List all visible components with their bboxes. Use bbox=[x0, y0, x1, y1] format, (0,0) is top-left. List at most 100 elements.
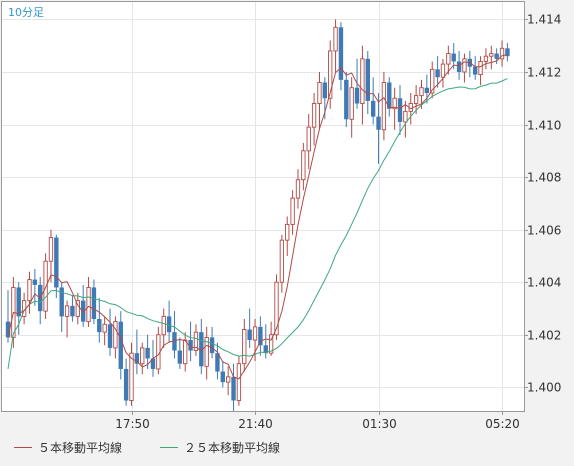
candle-body bbox=[376, 116, 381, 130]
x-axis: 17:50 21:40 01:30 05:20 bbox=[115, 411, 520, 431]
candle-body bbox=[113, 321, 118, 349]
candle-body bbox=[295, 179, 301, 199]
candle-body bbox=[354, 87, 360, 104]
candle bbox=[505, 43, 510, 62]
candle bbox=[140, 342, 145, 375]
candle-body bbox=[86, 287, 91, 323]
candle-body bbox=[64, 305, 70, 317]
candle bbox=[172, 311, 177, 359]
candle-body bbox=[80, 300, 86, 322]
y-tick-label: 1.408 bbox=[527, 171, 561, 185]
candle-body bbox=[403, 110, 408, 123]
candle bbox=[193, 324, 199, 356]
candle bbox=[32, 269, 38, 306]
candle bbox=[70, 295, 75, 322]
candle bbox=[123, 358, 129, 406]
candle-body bbox=[145, 347, 150, 359]
candle-body bbox=[333, 26, 338, 52]
candle-body bbox=[397, 98, 403, 122]
legend-item: ２５本移動平均線 bbox=[160, 440, 280, 455]
candle bbox=[494, 48, 499, 65]
candle-body bbox=[258, 326, 263, 346]
candle bbox=[80, 284, 86, 327]
candle bbox=[27, 271, 32, 314]
candle-body bbox=[419, 87, 424, 97]
candle-body bbox=[172, 332, 177, 351]
candle bbox=[102, 316, 107, 346]
candle-body bbox=[328, 50, 333, 99]
candle-body bbox=[387, 82, 392, 109]
candle-body bbox=[349, 87, 354, 120]
candle-body bbox=[462, 58, 467, 73]
candle bbox=[392, 87, 397, 130]
candle bbox=[209, 326, 215, 359]
candle bbox=[166, 300, 172, 343]
candle bbox=[381, 71, 387, 141]
candle-body bbox=[446, 53, 451, 65]
candle-body bbox=[317, 82, 322, 104]
candle bbox=[435, 56, 440, 88]
plot-area bbox=[1, 1, 525, 412]
legend-item: ５本移動平均線 bbox=[14, 440, 122, 455]
candle-body bbox=[215, 353, 220, 372]
y-tick-label: 1.400 bbox=[527, 381, 561, 395]
candle bbox=[199, 319, 204, 375]
candle-body bbox=[107, 324, 113, 348]
candle-body bbox=[489, 53, 494, 57]
candle-body bbox=[301, 150, 306, 181]
candle-body bbox=[193, 331, 199, 352]
candle bbox=[134, 329, 140, 375]
candle-body bbox=[231, 376, 236, 401]
candle bbox=[268, 321, 274, 356]
y-tick-label: 1.404 bbox=[527, 276, 561, 290]
candle bbox=[499, 40, 505, 67]
candle-body bbox=[381, 82, 387, 131]
candle bbox=[462, 53, 467, 83]
candle-body bbox=[134, 353, 140, 364]
candle-body bbox=[483, 55, 489, 62]
candle bbox=[472, 56, 478, 80]
candle-body bbox=[360, 58, 365, 104]
candle-body bbox=[75, 300, 80, 317]
legend: ５本移動平均線 ２５本移動平均線 bbox=[14, 440, 280, 455]
legend-label: ２５本移動平均線 bbox=[184, 440, 280, 455]
candle-body bbox=[97, 319, 102, 333]
candle bbox=[236, 355, 242, 406]
candle bbox=[215, 342, 220, 380]
candle-body bbox=[424, 87, 430, 93]
candle-body bbox=[123, 368, 129, 401]
candle-body bbox=[140, 347, 145, 365]
candle bbox=[161, 308, 166, 348]
candle bbox=[349, 77, 354, 138]
candle-body bbox=[274, 281, 279, 336]
candle-body bbox=[43, 260, 48, 312]
candle-body bbox=[102, 323, 107, 333]
y-tick-label: 1.414 bbox=[527, 13, 561, 27]
candle-body bbox=[268, 334, 274, 354]
candle bbox=[183, 332, 188, 372]
candle bbox=[301, 142, 306, 191]
candle bbox=[48, 229, 54, 283]
candle bbox=[43, 253, 48, 320]
candle-body bbox=[279, 239, 285, 283]
candle-body bbox=[199, 332, 204, 367]
candle-body bbox=[456, 61, 462, 72]
y-tick-label: 1.402 bbox=[527, 329, 561, 343]
candle bbox=[365, 50, 370, 115]
candle bbox=[387, 77, 392, 117]
candle bbox=[204, 326, 209, 380]
candle bbox=[59, 282, 64, 333]
candle bbox=[220, 361, 225, 388]
candle-body bbox=[285, 223, 290, 241]
candle-body bbox=[306, 126, 311, 152]
candle-body bbox=[204, 336, 209, 367]
candle bbox=[54, 234, 59, 298]
candle-body bbox=[322, 82, 328, 99]
candle-body bbox=[435, 69, 440, 78]
candle-body bbox=[177, 350, 183, 364]
candle bbox=[478, 56, 483, 86]
candle bbox=[16, 282, 21, 335]
candle-body bbox=[70, 305, 75, 317]
candle bbox=[397, 85, 403, 136]
y-tick-label: 1.406 bbox=[527, 224, 561, 238]
